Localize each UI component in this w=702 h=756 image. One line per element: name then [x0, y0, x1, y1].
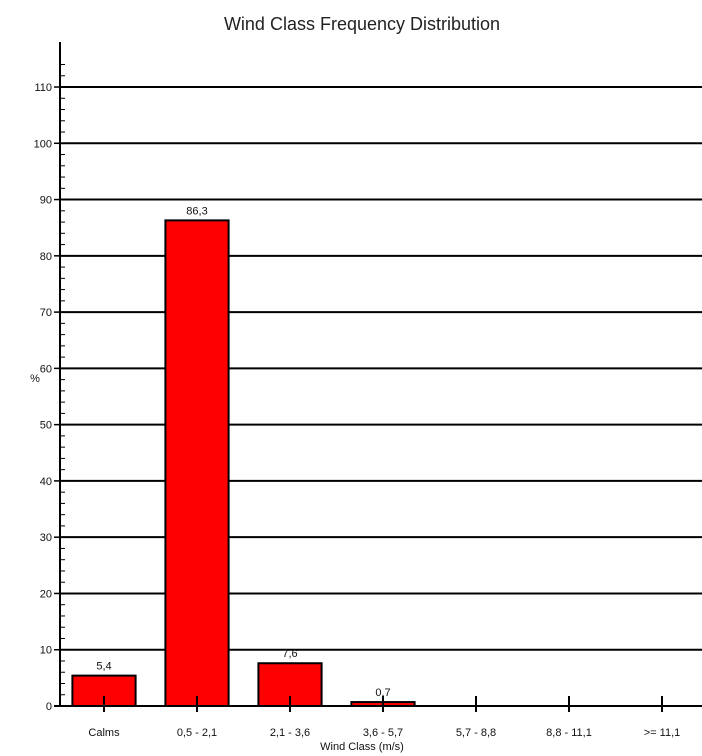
- x-tick-label-4: 5,7 - 8,8: [456, 727, 496, 739]
- x-tick-label-5: 8,8 - 11,1: [546, 727, 592, 739]
- y-axis-label: %: [30, 373, 40, 385]
- data-label-1: 86,3: [186, 205, 207, 217]
- y-tick-label: 100: [34, 138, 52, 150]
- x-tick-label-1: 0,5 - 2,1: [177, 727, 217, 739]
- bars-layer: [71, 219, 416, 708]
- data-label-3: 0,7: [375, 687, 390, 699]
- y-tick-label: 80: [40, 251, 52, 263]
- grid-layer: [60, 86, 702, 651]
- data-label-2: 7,6: [282, 648, 297, 660]
- x-tick-label-2: 2,1 - 3,6: [270, 727, 310, 739]
- y-tick-label: 90: [40, 195, 52, 207]
- y-tick-label: 40: [40, 476, 52, 488]
- x-tick-label-0: Calms: [88, 727, 120, 739]
- y-tick-label: 10: [40, 645, 52, 657]
- labels-layer: 5,4 Calms 86,3 0,5 - 2,1 7,6 2,1 - 3,6 0,7 3,6 …: [88, 205, 680, 739]
- bar-1: [164, 219, 230, 707]
- data-label-0: 5,4: [96, 661, 111, 673]
- x-tick-label-6: >= 11,1: [644, 727, 681, 739]
- y-tick-label: 20: [40, 588, 52, 600]
- x-axis-label: Wind Class (m/s): [320, 741, 404, 753]
- y-tick-label: 110: [34, 82, 52, 94]
- axis-layer: 0 10 20 30 40 50 60 70 80 90 100 110: [34, 42, 702, 713]
- y-tick-label: 0: [46, 701, 52, 713]
- chart-title: Wind Class Frequency Distribution: [224, 14, 500, 34]
- x-tick-label-3: 3,6 - 5,7: [363, 727, 403, 739]
- y-tick-label: 30: [40, 532, 52, 544]
- y-tick-label: 50: [40, 420, 52, 432]
- y-tick-label: 70: [40, 307, 52, 319]
- y-tick-label: 60: [40, 363, 52, 375]
